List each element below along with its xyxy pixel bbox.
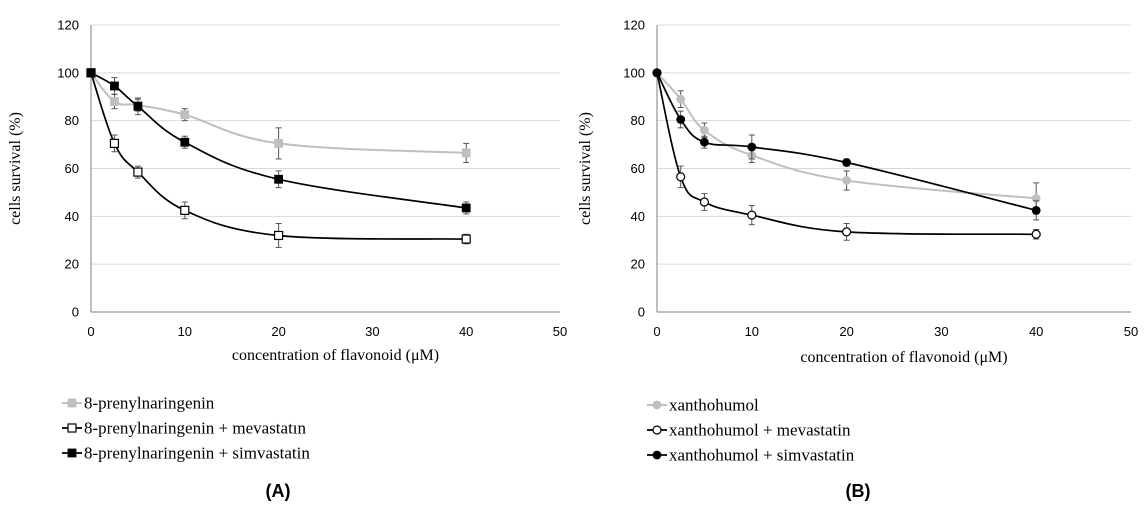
data-point (110, 81, 119, 91)
data-point (86, 68, 96, 78)
data-point (652, 68, 662, 78)
data-point (274, 138, 284, 148)
x-tick-label: 30 (365, 324, 379, 339)
series-1 (652, 68, 1041, 241)
y-tick-label: 100 (623, 65, 645, 80)
x-tick-label: 20 (271, 324, 285, 339)
legend-item: 8-prenylnaringenin (62, 394, 215, 413)
data-point (109, 138, 120, 148)
series-2 (86, 68, 471, 215)
legend-item: xanthohumol + mevastatin (647, 421, 851, 440)
legend-label: xanthohumol (669, 396, 759, 415)
y-tick-label: 80 (65, 113, 79, 128)
y-axis-title: cells survival (%) (7, 112, 24, 225)
panel-label: (B) (846, 481, 871, 501)
y-tick-label: 20 (65, 257, 79, 272)
x-tick-label: 50 (553, 324, 567, 339)
data-point (676, 172, 686, 182)
y-axis-title: cells survival (%) (577, 112, 594, 225)
data-point (110, 97, 119, 106)
series-2 (652, 68, 1041, 221)
x-tick-label: 0 (87, 324, 94, 339)
x-tick-label: 10 (178, 324, 192, 339)
data-point (274, 174, 284, 184)
series-0 (652, 68, 1041, 215)
legend-marker (652, 450, 662, 460)
data-point (180, 205, 190, 215)
legend-marker (67, 423, 77, 433)
data-point (700, 125, 709, 135)
y-tick-label: 60 (65, 161, 79, 176)
legend-item: xanthohumol (647, 396, 759, 415)
panel-label: (A) (266, 481, 291, 501)
legend-item: 8-prenylnaringenin + simvastatin (62, 444, 310, 463)
data-point (747, 142, 757, 152)
data-point (461, 148, 471, 158)
series-line (656, 72, 1037, 236)
y-tick-label: 80 (631, 113, 645, 128)
data-point (461, 234, 471, 244)
y-tick-label: 40 (65, 209, 79, 224)
legend-marker (652, 400, 662, 410)
data-point (676, 94, 686, 104)
data-point (747, 210, 757, 220)
series-0 (86, 68, 471, 164)
data-point (133, 167, 143, 177)
y-tick-label: 60 (631, 161, 645, 176)
x-tick-label: 40 (459, 324, 473, 339)
legend-label: xanthohumol + simvastatin (669, 446, 855, 465)
data-point (699, 197, 710, 207)
x-tick-label: 10 (745, 324, 759, 339)
data-point (180, 110, 190, 120)
x-tick-label: 30 (934, 324, 948, 339)
y-tick-label: 120 (623, 18, 645, 33)
data-point (133, 101, 143, 111)
data-point (676, 115, 686, 124)
data-point (842, 158, 851, 167)
chart-panel-b: 0 20 40 60 80 100 120 0 10 20 30 40 50 concentration … (577, 18, 1138, 502)
legend-marker (67, 448, 77, 458)
legend-label: 8-prenylnaringenin + mevastatın (84, 419, 307, 438)
x-axis-title: concentration of flavonoid (μM) (800, 349, 1007, 366)
legend-label: xanthohumol + mevastatin (669, 421, 851, 440)
data-point (1031, 205, 1041, 215)
legend-label: 8-prenylnaringenin + simvastatin (84, 444, 310, 463)
data-point (841, 227, 852, 237)
legend-item: xanthohumol + simvastatin (647, 446, 855, 465)
data-point (180, 137, 190, 147)
data-point (700, 137, 709, 147)
legend-item: 8-prenylnaringenin + mevastatın (62, 419, 307, 438)
x-axis-title: concentration of flavonoid (μM) (232, 347, 439, 364)
y-tick-label: 100 (57, 65, 79, 80)
legend-marker (652, 425, 662, 435)
x-tick-label: 0 (653, 324, 660, 339)
data-point (461, 203, 471, 213)
y-tick-label: 0 (638, 305, 645, 320)
x-tick-label: 40 (1029, 324, 1043, 339)
y-tick-label: 40 (631, 209, 645, 224)
data-point (1031, 229, 1041, 239)
legend-label: 8-prenylnaringenin (84, 394, 215, 413)
data-point (842, 176, 851, 185)
y-tick-label: 120 (57, 18, 79, 33)
x-tick-label: 50 (1124, 324, 1138, 339)
data-point (274, 230, 284, 241)
y-tick-label: 20 (631, 257, 645, 272)
x-tick-label: 20 (839, 324, 853, 339)
chart-panel-a: 0 20 40 60 80 100 120 0 10 20 30 40 50 concentration … (7, 18, 567, 502)
y-tick-label: 0 (72, 305, 79, 320)
legend-marker (67, 398, 77, 408)
